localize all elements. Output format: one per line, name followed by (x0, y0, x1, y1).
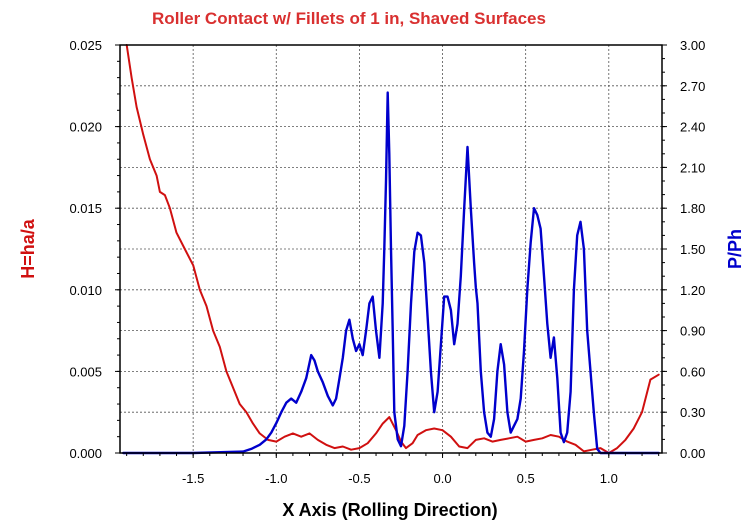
grid-layer (120, 45, 662, 453)
x-tick-label: 0.0 (434, 471, 452, 486)
y-left-tick-label: 0.005 (69, 364, 102, 379)
x-tick-label: 0.5 (517, 471, 535, 486)
y-right-tick-label: 2.40 (680, 120, 705, 135)
y-right-tick-label: 2.70 (680, 79, 705, 94)
y-left-tick-label: 0.000 (69, 446, 102, 461)
chart-title: Roller Contact w/ Fillets of 1 in, Shave… (152, 9, 546, 28)
series-layer (122, 44, 660, 455)
y-right-axis-title: P/Ph (725, 229, 745, 269)
y-right-tick-label: 1.50 (680, 242, 705, 257)
series-line-p-ph (122, 91, 660, 455)
y-right-tick-label: 0.60 (680, 364, 705, 379)
y-left-tick-label: 0.010 (69, 283, 102, 298)
y-right-tick-label: 1.20 (680, 283, 705, 298)
y-right-tick-label: 0.90 (680, 324, 705, 339)
y-right-tick-label: 0.00 (680, 446, 705, 461)
y-left-tick-label: 0.015 (69, 201, 102, 216)
y-left-tick-label: 0.020 (69, 120, 102, 135)
x-tick-label: -1.5 (182, 471, 204, 486)
x-axis-title: X Axis (Rolling Direction) (282, 500, 497, 520)
x-tick-label: -1.0 (265, 471, 287, 486)
y-right-tick-label: 1.80 (680, 201, 705, 216)
series-line-h-ha-a (125, 44, 660, 454)
x-tick-label: -0.5 (348, 471, 370, 486)
y-right-tick-label: 2.10 (680, 160, 705, 175)
y-left-tick-label: 0.025 (69, 38, 102, 53)
ticks-layer: -1.5 -1.0 -0.5 0.0 0.5 1.0 0.00 0.30 0.60 0.90 1.2… (69, 38, 705, 486)
y-right-tick-label: 0.30 (680, 405, 705, 420)
x-tick-label: 1.0 (600, 471, 618, 486)
y-right-tick-label: 3.00 (680, 38, 705, 53)
y-left-axis-title: H=ha/a (18, 218, 38, 279)
